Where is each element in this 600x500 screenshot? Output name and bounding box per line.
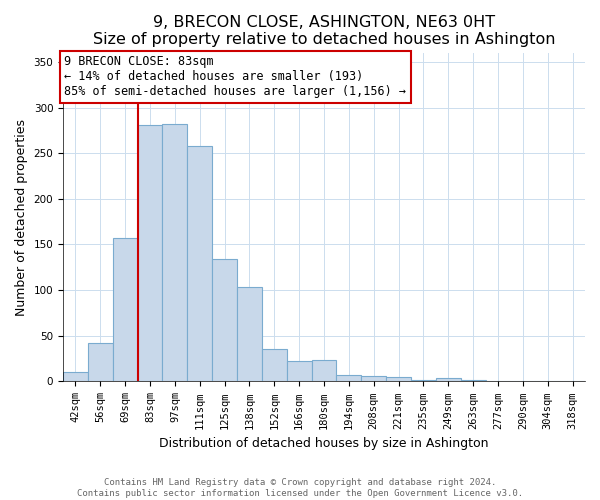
Bar: [535, 380, 560, 382]
Bar: [311, 360, 337, 382]
Text: 9 BRECON CLOSE: 83sqm
← 14% of detached houses are smaller (193)
85% of semi-det: 9 BRECON CLOSE: 83sqm ← 14% of detached …: [64, 56, 406, 98]
Bar: [63, 372, 88, 382]
Bar: [461, 380, 485, 382]
Bar: [237, 288, 262, 382]
Bar: [337, 375, 361, 382]
Bar: [137, 125, 163, 382]
X-axis label: Distribution of detached houses by size in Ashington: Distribution of detached houses by size …: [159, 437, 489, 450]
Bar: [436, 378, 461, 382]
Bar: [113, 238, 137, 382]
Bar: [287, 362, 311, 382]
Bar: [411, 380, 436, 382]
Bar: [560, 380, 585, 382]
Y-axis label: Number of detached properties: Number of detached properties: [15, 118, 28, 316]
Bar: [262, 350, 287, 382]
Bar: [163, 124, 187, 382]
Text: Contains HM Land Registry data © Crown copyright and database right 2024.
Contai: Contains HM Land Registry data © Crown c…: [77, 478, 523, 498]
Bar: [88, 343, 113, 382]
Bar: [212, 259, 237, 382]
Bar: [361, 376, 386, 382]
Bar: [511, 380, 535, 382]
Bar: [187, 146, 212, 382]
Bar: [386, 377, 411, 382]
Bar: [485, 380, 511, 382]
Title: 9, BRECON CLOSE, ASHINGTON, NE63 0HT
Size of property relative to detached house: 9, BRECON CLOSE, ASHINGTON, NE63 0HT Siz…: [93, 15, 555, 48]
